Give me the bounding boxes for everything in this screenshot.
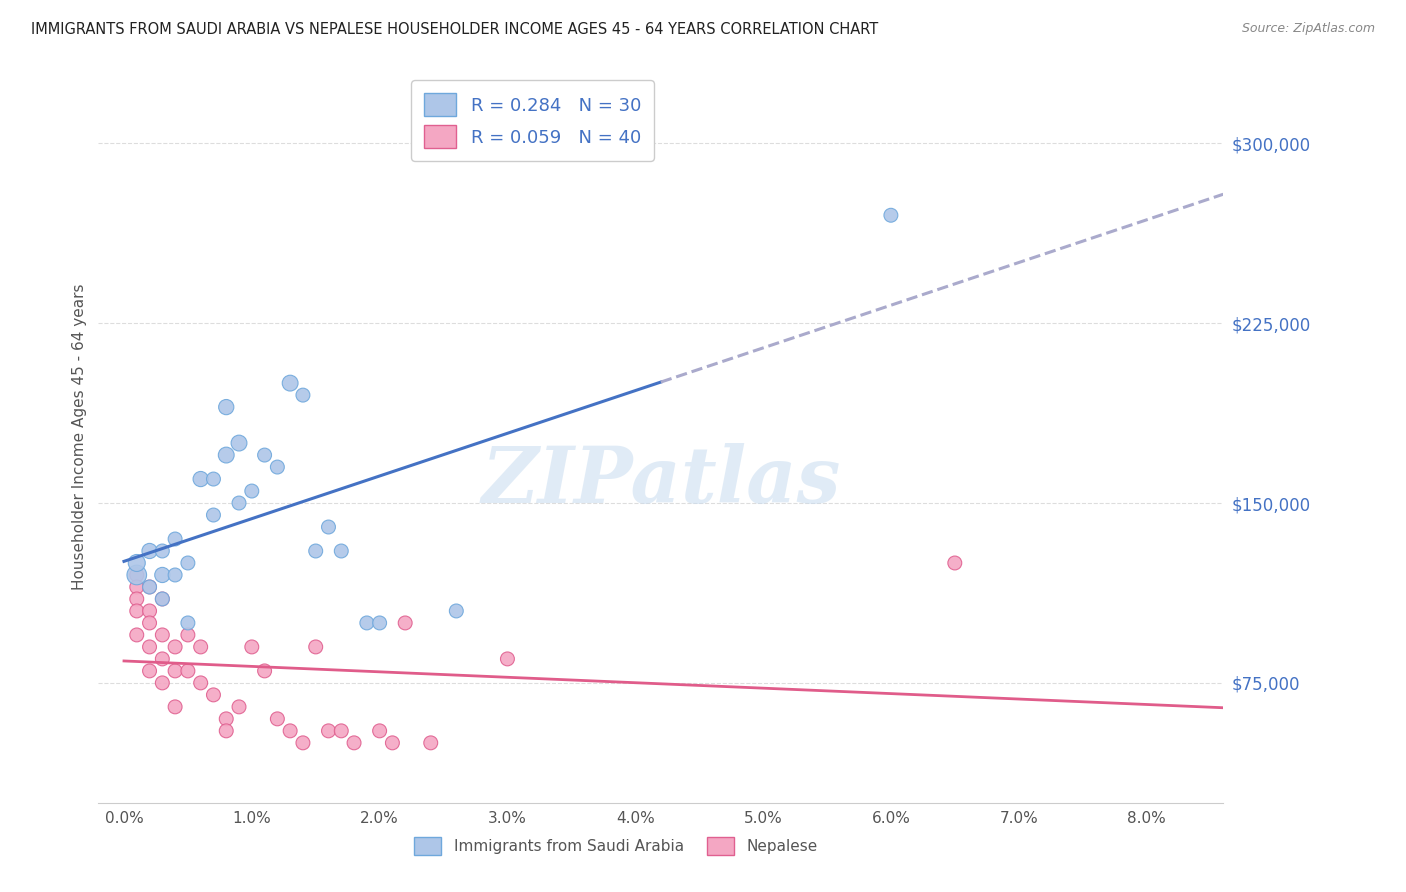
Point <box>368 723 391 738</box>
Point <box>240 483 263 498</box>
Point <box>165 640 187 654</box>
Point <box>343 736 366 750</box>
Point <box>381 736 404 750</box>
Point <box>240 640 263 654</box>
Point <box>138 580 160 594</box>
Point <box>202 472 225 486</box>
Point <box>215 448 238 462</box>
Point <box>305 544 328 558</box>
Point <box>190 676 212 690</box>
Point <box>125 568 148 582</box>
Point <box>330 544 353 558</box>
Text: IMMIGRANTS FROM SAUDI ARABIA VS NEPALESE HOUSEHOLDER INCOME AGES 45 - 64 YEARS C: IMMIGRANTS FROM SAUDI ARABIA VS NEPALESE… <box>31 22 879 37</box>
Point <box>138 604 160 618</box>
Point <box>202 508 225 522</box>
Point <box>138 544 160 558</box>
Point <box>138 664 160 678</box>
Point <box>419 736 441 750</box>
Point <box>943 556 966 570</box>
Point <box>330 723 353 738</box>
Point <box>253 448 276 462</box>
Point <box>138 615 160 630</box>
Point <box>394 615 416 630</box>
Point <box>150 676 173 690</box>
Legend: Immigrants from Saudi Arabia, Nepalese: Immigrants from Saudi Arabia, Nepalese <box>408 831 824 861</box>
Point <box>125 591 148 606</box>
Point <box>228 496 250 510</box>
Text: ZIPatlas: ZIPatlas <box>481 442 841 519</box>
Point <box>446 604 468 618</box>
Point <box>356 615 378 630</box>
Point <box>138 580 160 594</box>
Point <box>190 472 212 486</box>
Point <box>305 640 328 654</box>
Text: Source: ZipAtlas.com: Source: ZipAtlas.com <box>1241 22 1375 36</box>
Point <box>266 460 288 475</box>
Point <box>165 532 187 546</box>
Point <box>138 640 160 654</box>
Point <box>125 580 148 594</box>
Point <box>150 568 173 582</box>
Point <box>150 591 173 606</box>
Point <box>880 208 903 222</box>
Point <box>291 388 314 402</box>
Point <box>253 664 276 678</box>
Point <box>190 640 212 654</box>
Point <box>165 664 187 678</box>
Point <box>125 568 148 582</box>
Point <box>291 736 314 750</box>
Point <box>177 664 200 678</box>
Point <box>177 556 200 570</box>
Point <box>177 615 200 630</box>
Point <box>177 628 200 642</box>
Point <box>165 568 187 582</box>
Point <box>125 556 148 570</box>
Point <box>202 688 225 702</box>
Point <box>215 723 238 738</box>
Point <box>368 615 391 630</box>
Point <box>165 699 187 714</box>
Point <box>150 628 173 642</box>
Point <box>496 652 519 666</box>
Point <box>228 436 250 450</box>
Point <box>150 652 173 666</box>
Point <box>318 520 340 534</box>
Point <box>150 544 173 558</box>
Point <box>266 712 288 726</box>
Point <box>278 376 301 391</box>
Point <box>150 591 173 606</box>
Point <box>318 723 340 738</box>
Point <box>215 712 238 726</box>
Point <box>228 699 250 714</box>
Point <box>278 723 301 738</box>
Point <box>125 604 148 618</box>
Point <box>215 400 238 414</box>
Point <box>125 628 148 642</box>
Y-axis label: Householder Income Ages 45 - 64 years: Householder Income Ages 45 - 64 years <box>72 284 87 591</box>
